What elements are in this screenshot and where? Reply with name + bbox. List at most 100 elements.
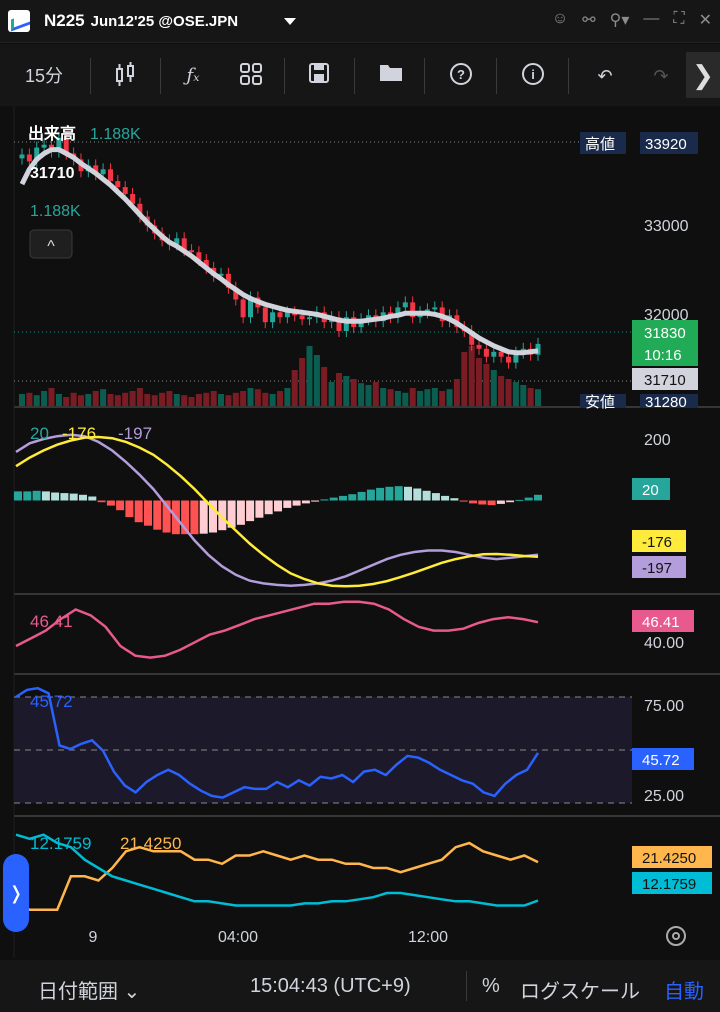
folder-icon[interactable] xyxy=(374,62,408,90)
oscillator-pane[interactable]: 46.41 46.41 40.00 xyxy=(15,600,694,659)
layout-icon[interactable] xyxy=(234,62,268,90)
symbol-dropdown-icon[interactable] xyxy=(284,18,296,25)
collapse-legend-button[interactable] xyxy=(29,229,73,259)
auto-scale-toggle[interactable]: 自動 xyxy=(664,981,704,1003)
interval-button[interactable]: 15分 xyxy=(24,66,64,86)
volume-bar xyxy=(313,355,320,406)
candle xyxy=(108,169,113,182)
macd-hist-bar xyxy=(404,486,412,501)
volume-bar xyxy=(498,376,505,406)
candle xyxy=(248,297,253,318)
signal-badge xyxy=(632,530,686,552)
next-icon[interactable]: ❯ xyxy=(686,52,720,98)
footer-bar: 日付範囲 ⌄ 15:04:43 (UTC+9) % ログスケール 自動 xyxy=(0,960,720,1012)
volume-bar xyxy=(159,392,166,406)
candle xyxy=(196,252,202,261)
macd-hist-bar xyxy=(32,490,41,501)
candle xyxy=(513,352,519,363)
macd-hist-bar xyxy=(144,500,152,526)
undo-icon[interactable]: ↶ xyxy=(597,66,613,86)
volume-bar xyxy=(394,391,401,406)
macd-line xyxy=(15,433,539,587)
volume-bar xyxy=(483,364,490,406)
candle xyxy=(181,238,187,251)
cyan-badge xyxy=(632,872,712,894)
side-panel-toggle-button[interactable]: ❭ xyxy=(3,854,29,932)
clock-label[interactable]: 15:04:43 (UTC+9) xyxy=(250,975,411,997)
symbol-title[interactable]: N225 Jun12'25 @OSE.JPN xyxy=(44,11,238,31)
candle xyxy=(491,351,497,357)
candles-icon[interactable] xyxy=(108,62,142,90)
link-icon[interactable]: ⚯ xyxy=(582,12,596,29)
macd-pane[interactable]: 20 -176 -197 200 20 -176 -197 xyxy=(14,424,686,588)
macd-hist-bar xyxy=(487,500,496,506)
high-badge xyxy=(580,132,626,154)
settings-gear-icon[interactable] xyxy=(666,926,686,946)
macd-hist-bar xyxy=(41,491,50,501)
save-icon[interactable] xyxy=(302,62,336,90)
ref-price: 31710 xyxy=(644,372,686,389)
chart-svg[interactable]: 出来高 1.188K 31710 1.188K ^ 33000 32000 高値… xyxy=(0,106,720,958)
toolbar-divider xyxy=(284,58,285,94)
macd-hist-bar xyxy=(134,500,143,523)
fx-icon[interactable]: ƒₓ xyxy=(186,65,200,86)
volume-bar xyxy=(490,370,497,406)
pin-icon[interactable]: ⚲▾ xyxy=(609,12,630,29)
volume-bar xyxy=(372,382,379,406)
volume-bar xyxy=(262,392,269,406)
y-tick: 75.00 xyxy=(644,698,684,715)
volume-bar xyxy=(336,373,342,406)
log-scale-toggle[interactable]: ログスケール xyxy=(520,981,640,1003)
close-icon[interactable]: ✕ xyxy=(698,12,712,29)
macd-hist-bar xyxy=(153,500,162,530)
moving-average-line xyxy=(19,147,539,356)
orange-badge xyxy=(632,846,712,868)
volume-bar xyxy=(181,395,188,406)
toolbar-divider xyxy=(568,58,569,94)
macd-hist-bar xyxy=(51,492,60,501)
price-pane[interactable]: 出来高 1.188K 31710 1.188K ^ 33000 32000 高値… xyxy=(14,124,698,411)
macd-hist-bar xyxy=(376,487,385,501)
volume-bar xyxy=(26,392,33,406)
rsi-pane[interactable]: 45.72 75.00 45.72 25.00 xyxy=(14,686,694,805)
candle xyxy=(402,302,408,308)
minimize-icon[interactable]: — xyxy=(643,10,660,27)
maximize-icon[interactable]: ⛶ xyxy=(673,10,685,27)
percent-toggle[interactable]: % xyxy=(482,975,500,997)
candle xyxy=(469,331,475,345)
info-icon[interactable]: i xyxy=(516,62,550,90)
volume-bar xyxy=(424,389,431,406)
candle xyxy=(395,307,401,318)
candle xyxy=(336,317,342,331)
volume-bar xyxy=(468,346,475,406)
volume-bar xyxy=(476,358,482,406)
volume-bar xyxy=(461,352,468,406)
dmi-pane[interactable]: 12.1759 21.4250 21.4250 12.1759 xyxy=(15,833,712,911)
macd-hist-bar xyxy=(274,500,282,512)
candle xyxy=(137,203,143,217)
cyan-line xyxy=(15,833,539,907)
volume-bar xyxy=(365,385,372,406)
toolbar-divider xyxy=(424,58,425,94)
volume-legend-label: 出来高 xyxy=(28,124,76,143)
redo-icon[interactable]: ↷ xyxy=(653,66,669,86)
volume-legend-value: 1.188K xyxy=(90,126,141,143)
toolbar-divider xyxy=(90,58,91,94)
toolbar-divider xyxy=(160,58,161,94)
macd-hist-bar xyxy=(329,497,338,501)
macd-hist-bar xyxy=(394,486,403,501)
macd-hist-bar xyxy=(69,493,78,501)
macd-hist-bar xyxy=(496,500,505,504)
volume-bar xyxy=(48,388,55,406)
low-value-badge xyxy=(640,394,698,408)
volume-bar xyxy=(92,391,99,406)
chat-icon[interactable]: ☺ xyxy=(551,10,569,27)
help-icon[interactable]: ? xyxy=(444,62,478,90)
rsi-line xyxy=(15,686,540,799)
chart-area[interactable]: 出来高 1.188K 31710 1.188K ^ 33000 32000 高値… xyxy=(0,106,720,958)
volume-bar xyxy=(291,370,298,406)
x-tick: 9 xyxy=(89,929,98,946)
date-range-button[interactable]: 日付範囲 ⌄ xyxy=(38,981,141,1003)
countdown: 10:16 xyxy=(644,347,682,364)
ref-price-badge xyxy=(632,368,698,390)
